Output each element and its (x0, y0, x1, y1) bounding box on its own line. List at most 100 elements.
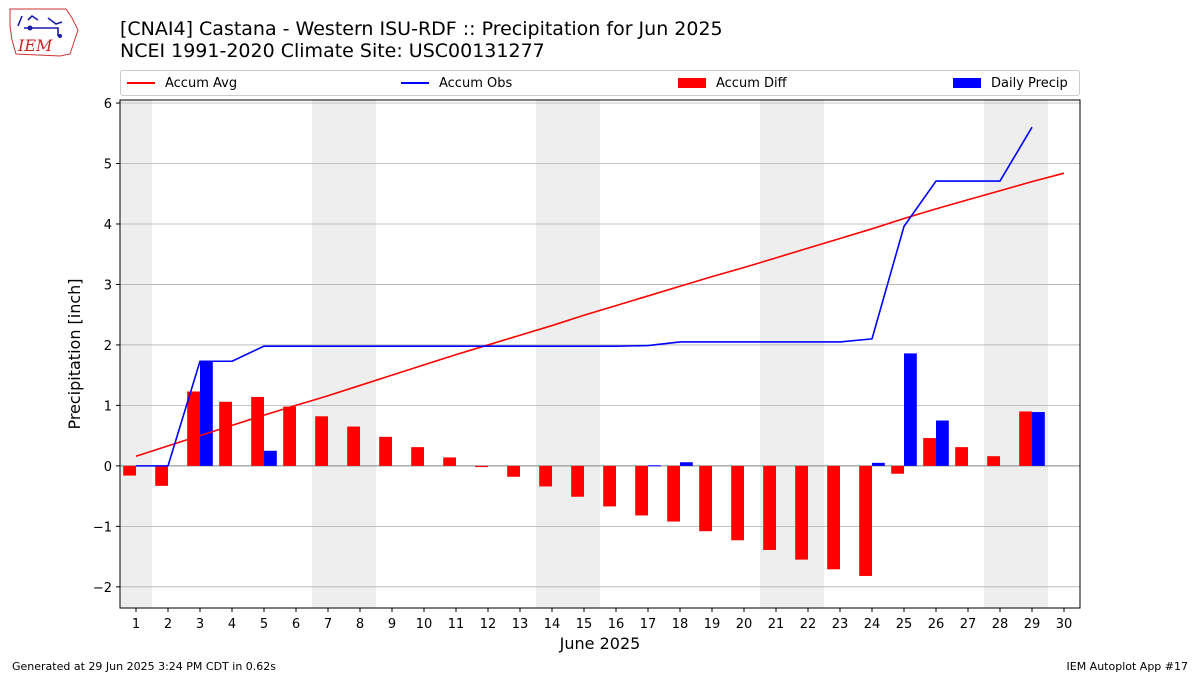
logo-text: IEM (17, 36, 53, 55)
x-tick-label: 15 (576, 617, 593, 632)
bar-accum-diff-day-27 (955, 447, 968, 466)
bar-accum-diff-day-26 (923, 438, 936, 466)
footer-generated: Generated at 29 Jun 2025 3:24 PM CDT in … (12, 660, 277, 673)
bar-accum-diff-day-2 (155, 465, 168, 486)
bar-accum-diff-day-16 (603, 465, 616, 507)
x-tick-label: 27 (960, 617, 977, 632)
legend-swatch-accum-obs (401, 82, 429, 84)
weekend-shade-day-1 (120, 100, 152, 608)
x-tick-label: 17 (640, 617, 657, 632)
plot-frame (119, 99, 1081, 609)
x-tick-label: 3 (196, 617, 204, 632)
bar-daily-precip-day-5 (264, 450, 277, 466)
weekend-shade-day-28 (984, 100, 1016, 608)
legend-item-daily-precip: Daily Precip (953, 71, 1068, 95)
bar-daily-precip-day-17 (648, 465, 661, 467)
legend-label-accum-diff: Accum Diff (716, 75, 787, 91)
bar-daily-precip-day-3 (200, 361, 213, 466)
y-tick-label: −1 (93, 520, 112, 535)
y-tick-label: −2 (93, 581, 112, 596)
x-tick-label: 20 (736, 617, 753, 632)
bar-accum-diff-day-4 (219, 401, 232, 466)
bar-accum-diff-day-22 (795, 465, 808, 560)
bar-accum-diff-day-15 (571, 465, 584, 497)
x-tick-label: 6 (292, 617, 300, 632)
x-tick-label: 29 (1024, 617, 1041, 632)
iem-logo: IEM (9, 8, 79, 57)
x-tick-label: 13 (512, 617, 529, 632)
bar-accum-diff-day-14 (539, 465, 552, 487)
x-tick-label: 8 (356, 617, 364, 632)
x-tick-label: 12 (480, 617, 497, 632)
gridlines (120, 102, 1080, 588)
x-tick-label: 7 (324, 617, 332, 632)
y-axis-label: Precipitation [inch] (65, 278, 84, 429)
bar-daily-precip-day-26 (936, 420, 949, 466)
x-tick-label: 25 (896, 617, 913, 632)
x-tick-label: 14 (544, 617, 561, 632)
y-tick-label: 3 (104, 278, 112, 293)
x-tick-label: 28 (992, 617, 1009, 632)
bar-accum-diff-day-28 (987, 456, 1000, 466)
chart-subtitle: NCEI 1991-2020 Climate Site: USC00131277 (120, 40, 545, 62)
bar-accum-diff-day-5 (251, 396, 264, 466)
x-tick-label: 24 (864, 617, 881, 632)
bar-accum-diff-day-1 (123, 465, 136, 476)
bar-accum-diff-day-18 (667, 465, 680, 522)
line-accum-avg (135, 172, 1065, 457)
y-tick-label: 0 (104, 460, 112, 475)
bar-accum-diff-day-7 (315, 416, 328, 466)
y-tick-label: 1 (104, 399, 112, 414)
weekend-shade-day-29 (1016, 100, 1048, 608)
weekend-shade-day-15 (568, 100, 600, 608)
bar-accum-diff-day-10 (411, 447, 424, 466)
x-tick-label: 22 (800, 617, 817, 632)
y-tick-label: 5 (104, 158, 112, 173)
x-tick-label: 26 (928, 617, 945, 632)
bar-accum-diff-day-8 (347, 426, 360, 466)
weekend-shade-day-22 (792, 100, 824, 608)
bar-accum-diff-day-23 (827, 465, 840, 570)
x-tick-label: 5 (260, 617, 268, 632)
y-tick-label: 4 (104, 218, 112, 233)
legend-swatch-accum-avg (127, 82, 155, 84)
footer-app: IEM Autoplot App #17 (1066, 660, 1189, 673)
bar-accum-diff-day-12 (475, 465, 488, 468)
bar-accum-diff-day-6 (283, 406, 296, 466)
x-tick-label: 10 (416, 617, 433, 632)
bar-accum-diff-day-20 (731, 465, 744, 541)
x-tick-label: 23 (832, 617, 849, 632)
x-axis-label: June 2025 (559, 634, 641, 653)
bar-accum-diff-day-29 (1019, 411, 1032, 466)
bar-daily-precip-day-25 (904, 353, 917, 466)
legend-label-daily-precip: Daily Precip (991, 75, 1068, 91)
bar-accum-diff-day-25 (891, 465, 904, 474)
bar-accum-diff-day-19 (699, 465, 712, 532)
x-tick-label: 1 (132, 617, 140, 632)
bar-accum-diff-day-11 (443, 457, 456, 466)
x-tick-label: 30 (1056, 617, 1073, 632)
legend-label-accum-avg: Accum Avg (165, 75, 238, 91)
bar-daily-precip-day-24 (872, 462, 885, 466)
x-tick-label: 18 (672, 617, 689, 632)
bar-accum-diff-day-24 (859, 465, 872, 576)
y-tick-label: 2 (104, 339, 112, 354)
x-tick-label: 9 (388, 617, 396, 632)
x-tick-label: 11 (448, 617, 465, 632)
lines (135, 126, 1065, 467)
legend-item-accum-obs: Accum Obs (401, 71, 512, 95)
y-tick-label: 6 (104, 97, 112, 112)
x-tick-label: 16 (608, 617, 625, 632)
bar-accum-diff-day-9 (379, 436, 392, 466)
bar-accum-diff-day-17 (635, 465, 648, 516)
bar-accum-diff-day-21 (763, 465, 776, 550)
legend-item-accum-diff: Accum Diff (678, 71, 787, 95)
legend-item-accum-avg: Accum Avg (127, 71, 237, 95)
legend-label-accum-obs: Accum Obs (439, 75, 513, 91)
bar-daily-precip-day-29 (1032, 412, 1045, 466)
bar-daily-precip-day-18 (680, 462, 693, 466)
legend-swatch-daily-precip (953, 78, 981, 88)
weekend-shade-day-21 (760, 100, 792, 608)
